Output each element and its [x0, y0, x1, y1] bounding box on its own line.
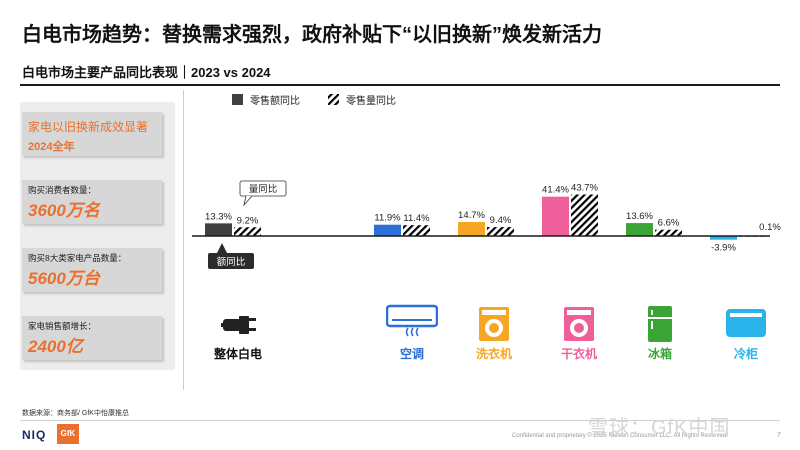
callout-box-volume: [239, 180, 287, 197]
data-label: 6.6%: [658, 218, 680, 229]
legend-swatch-value: [232, 94, 243, 105]
stat-card-sales: 家电销售额增长： 2400亿: [22, 316, 162, 360]
bar-volume-yoy: [655, 229, 682, 236]
callout-pointer-volume: [243, 195, 253, 207]
stat-value: 5600万台: [28, 269, 100, 288]
washing-machine-icon: [477, 305, 511, 348]
stat-value: 2400亿: [28, 337, 83, 356]
data-label: 11.4%: [403, 213, 430, 224]
data-label: 0.1%: [759, 222, 781, 233]
data-label: 13.6%: [626, 211, 653, 222]
highlight-title: 家电以旧换新成效显著: [28, 120, 149, 134]
highlight-card: 家电以旧换新成效显著 2024全年: [22, 112, 162, 156]
data-label: 43.7%: [571, 182, 598, 193]
category-label: 空调: [399, 347, 425, 361]
gfk-logo: GfK: [57, 424, 79, 444]
legend-label-value: 零售额同比: [250, 94, 300, 107]
footer-divider: [20, 420, 780, 421]
bar-volume-yoy: [487, 227, 514, 236]
bar-value-yoy: [542, 196, 569, 236]
bar-value-yoy: [626, 223, 653, 236]
stat-card-units: 购买8大类家电产品数量： 5600万台: [22, 248, 162, 292]
data-label: 9.4%: [490, 215, 512, 226]
data-label: 14.7%: [458, 210, 485, 221]
highlight-year: 2024全年: [28, 141, 75, 153]
data-label: 11.9%: [374, 213, 401, 224]
chart-subtitle: 白电市场主要产品同比表现｜2023 vs 2024: [22, 65, 271, 80]
data-label: -3.9%: [711, 243, 736, 254]
category-label: 整体白电: [213, 347, 263, 361]
niq-logo: NIQ: [22, 428, 47, 442]
refrigerator-icon: [646, 304, 674, 349]
air-conditioner-icon: [385, 304, 439, 343]
panel-separator: [183, 90, 184, 390]
subtitle-divider: [20, 84, 780, 86]
freezer-icon: [724, 305, 768, 346]
data-label: 41.4%: [542, 185, 569, 196]
page-title: 白电市场趋势：替换需求强烈，政府补贴下“以旧换新”焕发新活力: [22, 24, 602, 46]
bar-value-yoy: [205, 223, 232, 236]
category-label: 冰箱: [647, 347, 673, 361]
category-label: 洗衣机: [475, 347, 513, 361]
stat-label: 家电销售额增长：: [28, 321, 97, 331]
data-source-note: 数据来源：商务部/ GfK中怡康推总: [22, 410, 129, 417]
bar-chart: 零售额同比 零售量同比 13.3% 9.2% 11.9% 11.4% 14.7% 9.4% 4…: [192, 94, 781, 269]
callout-volume: 量同比: [249, 183, 278, 195]
bar-value-yoy: [458, 222, 485, 236]
stat-value: 3600万名: [28, 201, 100, 220]
callout-value: 额同比: [217, 256, 246, 268]
stat-label: 购买消费者数量：: [28, 185, 97, 195]
legend-swatch-volume: [328, 94, 339, 105]
data-label: 9.2%: [237, 215, 259, 226]
data-label: 13.3%: [205, 211, 232, 222]
page-number: 7: [777, 432, 781, 439]
bar-volume-yoy: [403, 225, 430, 236]
category-label: 冷柜: [733, 347, 759, 361]
dryer-icon: [562, 305, 596, 348]
chart-legend: 零售额同比 零售量同比: [232, 94, 396, 107]
stat-card-consumers: 购买消费者数量： 3600万名: [22, 180, 162, 224]
category-label: 干衣机: [560, 347, 598, 361]
bar-volume-yoy: [234, 227, 261, 236]
bar-volume-yoy: [571, 194, 598, 236]
watermark: 雪球：GfK中国: [588, 417, 731, 439]
plug-icon: [221, 306, 257, 345]
confidential-note: Confidential and proprietary © 2025 Niel…: [512, 433, 728, 439]
callout-pointer-value: [217, 243, 227, 253]
bar-value-yoy: [374, 224, 401, 236]
bar-value-yoy: [710, 236, 737, 240]
legend-label-volume: 零售量同比: [346, 94, 396, 107]
stat-label: 购买8大类家电产品数量：: [28, 253, 127, 263]
callout-box-value: [208, 253, 254, 269]
